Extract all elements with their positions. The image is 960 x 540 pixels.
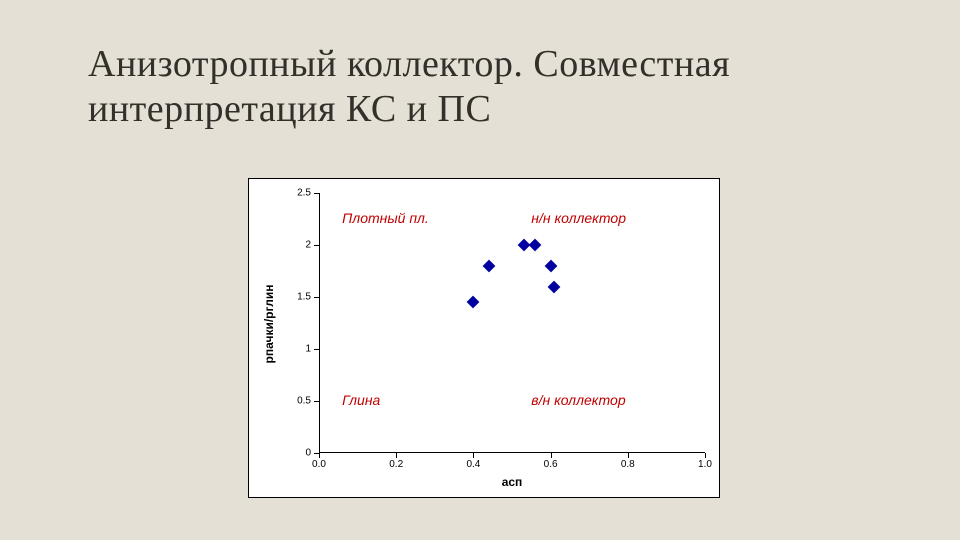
slide: Анизотропный коллектор. Совместная интер… [0,0,960,540]
y-tick-label: 0 [305,448,311,459]
data-point [529,239,542,252]
y-tick-label: 1 [305,344,311,355]
x-tick [396,453,397,458]
x-tick [551,453,552,458]
x-axis-label: асп [502,475,523,489]
x-tick [705,453,706,458]
quadrant-label: Плотный пл. [342,210,429,226]
x-tick-label: 0.2 [389,459,403,470]
y-tick-label: 1.5 [297,292,311,303]
data-point [482,259,495,272]
y-tick [314,193,319,194]
y-tick-label: 0.5 [297,396,311,407]
x-tick [473,453,474,458]
x-tick [628,453,629,458]
quadrant-label: в/н коллектор [531,392,625,408]
y-axis [319,193,320,453]
y-tick-label: 2 [305,240,311,251]
x-tick-label: 0.0 [312,459,326,470]
y-tick [314,401,319,402]
chart-container: рпачки/рглин асп 00.511.522.50.00.20.40.… [248,178,720,498]
plot-area: 00.511.522.50.00.20.40.60.81.0Плотный пл… [319,193,705,453]
x-tick [319,453,320,458]
y-axis-label: рпачки/рглин [262,285,276,364]
y-tick-label: 2.5 [297,188,311,199]
data-point [467,296,480,309]
quadrant-label: н/н коллектор [531,210,626,226]
data-point [544,259,557,272]
y-tick [314,245,319,246]
y-tick [314,349,319,350]
x-tick-label: 0.8 [621,459,635,470]
x-tick-label: 0.6 [544,459,558,470]
x-tick-label: 1.0 [698,459,712,470]
quadrant-label: Глина [342,392,380,408]
slide-title: Анизотропный коллектор. Совместная интер… [88,42,908,132]
data-point [548,280,561,293]
x-tick-label: 0.4 [466,459,480,470]
y-tick [314,297,319,298]
x-axis [319,452,705,453]
